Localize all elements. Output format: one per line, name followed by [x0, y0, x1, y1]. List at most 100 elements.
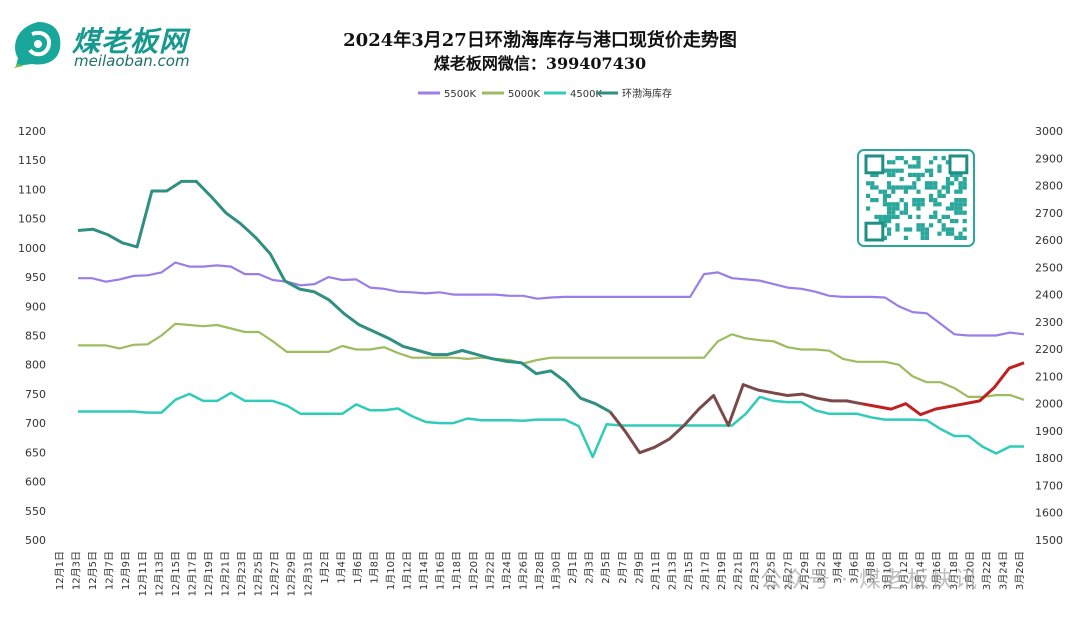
- qr-cell: [895, 168, 900, 173]
- qr-cell: [954, 206, 959, 211]
- x-tick-label: 1月22日: [484, 551, 496, 590]
- qr-cell: [929, 172, 934, 177]
- qr-cell: [866, 193, 871, 198]
- qr-cell: [916, 160, 921, 165]
- qr-cell: [954, 235, 959, 240]
- x-tick-label: 2月23日: [749, 551, 761, 590]
- qr-cell: [895, 214, 900, 219]
- qr-cell: [912, 198, 917, 203]
- qr-cell: [882, 223, 887, 228]
- y-right-tick-label: 2800: [1035, 180, 1063, 193]
- qr-cell: [903, 202, 908, 207]
- qr-cell: [882, 198, 887, 203]
- qr-cell: [954, 189, 959, 194]
- qr-cell: [908, 172, 913, 177]
- x-tick-label: 12月9日: [120, 551, 132, 590]
- qr-cell: [958, 206, 963, 211]
- x-tick-label: 3月22日: [981, 551, 993, 590]
- qr-cell: [870, 181, 875, 186]
- qr-cell: [891, 206, 896, 211]
- qr-cell: [916, 202, 921, 207]
- x-tick-label: 12月17日: [186, 551, 198, 596]
- qr-cell: [941, 214, 946, 219]
- x-axis: 12月1日 12月3日 12月5日 12月7日 12月9日 12月11日 12月13日 12月…: [54, 551, 1026, 596]
- x-tick-label: 2月5日: [600, 551, 612, 584]
- qr-cell: [891, 214, 896, 219]
- legend-label: 5000K: [508, 89, 540, 100]
- y-left-tick-label: 1200: [18, 125, 46, 138]
- x-tick-label: 1月2日: [319, 551, 331, 584]
- x-tick-label: 2月9日: [633, 551, 645, 584]
- x-tick-label: 3月18日: [948, 551, 960, 590]
- qr-cell: [924, 227, 929, 232]
- qr-cell: [958, 198, 963, 203]
- x-tick-label: 3月20日: [964, 551, 976, 590]
- brand-domain: meilaoban.com: [74, 52, 190, 70]
- qr-cell: [950, 206, 955, 211]
- y-left-tick-label: 900: [25, 300, 46, 313]
- qr-code: [857, 149, 975, 247]
- qr-cell: [962, 181, 967, 186]
- qr-cell: [924, 168, 929, 173]
- qr-cell: [929, 214, 934, 219]
- x-tick-label: 3月8日: [865, 551, 877, 584]
- qr-cell: [929, 193, 934, 198]
- qr-cell: [878, 219, 883, 224]
- qr-cell: [891, 172, 896, 177]
- qr-cell: [878, 189, 883, 194]
- qr-cell: [887, 193, 892, 198]
- watermark: 公众号 · 煤老板快讯: [760, 568, 979, 593]
- qr-cell: [874, 214, 879, 219]
- y-left-tick-label: 750: [25, 388, 46, 401]
- qr-cell: [903, 235, 908, 240]
- x-tick-label: 12月21日: [220, 551, 232, 596]
- y-left-tick-label: 600: [25, 476, 46, 489]
- y-left-tick-label: 500: [25, 534, 46, 547]
- x-tick-label: 12月31日: [302, 551, 314, 596]
- qr-cell: [941, 185, 946, 190]
- qr-cell: [962, 185, 967, 190]
- qr-cell: [958, 189, 963, 194]
- x-tick-label: 12月7日: [104, 551, 116, 590]
- qr-cell: [899, 156, 904, 161]
- qr-cell: [945, 231, 950, 236]
- qr-cell: [891, 168, 896, 173]
- qr-cell: [945, 206, 950, 211]
- qr-cell: [887, 185, 892, 190]
- qr-cell: [920, 231, 925, 236]
- x-tick-label: 12月5日: [87, 551, 99, 590]
- y-right-tick-label: 1500: [1035, 534, 1063, 547]
- qr-cell: [941, 193, 946, 198]
- qr-cell: [895, 223, 900, 228]
- x-tick-label: 3月6日: [848, 551, 860, 584]
- qr-cell: [941, 227, 946, 232]
- y-right-tick-label: 2900: [1035, 152, 1063, 165]
- y-left-tick-label: 550: [25, 505, 46, 518]
- qr-cell: [891, 202, 896, 207]
- y-left-tick-label: 650: [25, 446, 46, 459]
- y-right-tick-label: 2000: [1035, 398, 1063, 411]
- x-tick-label: 12月27日: [269, 551, 281, 596]
- qr-cell: [954, 177, 959, 182]
- series-line-4500k: [78, 391, 1024, 459]
- y-right-tick-label: 2700: [1035, 207, 1063, 220]
- x-tick-label: 12月19日: [203, 551, 215, 596]
- qr-cell: [945, 214, 950, 219]
- y-left-tick-label: 1150: [18, 154, 46, 167]
- y-right-tick-label: 1700: [1035, 479, 1063, 492]
- qr-cell: [882, 193, 887, 198]
- x-tick-label: 2月29日: [799, 551, 811, 590]
- qr-cell: [916, 206, 921, 211]
- x-tick-label: 3月4日: [832, 551, 844, 584]
- y-left-tick-label: 800: [25, 359, 46, 372]
- x-tick-label: 2月17日: [700, 551, 712, 590]
- qr-cell: [937, 231, 942, 236]
- x-tick-label: 1月24日: [501, 551, 513, 590]
- chart-title: 2024年3月27日环渤海库存与港口现货价走势图: [343, 30, 737, 51]
- series-line-5500k: [78, 261, 1025, 337]
- qr-cell: [945, 185, 950, 190]
- qr-cell: [899, 177, 904, 182]
- qr-cell: [887, 202, 892, 207]
- x-tick-label: 2月3日: [584, 551, 596, 584]
- qr-cell: [958, 172, 963, 177]
